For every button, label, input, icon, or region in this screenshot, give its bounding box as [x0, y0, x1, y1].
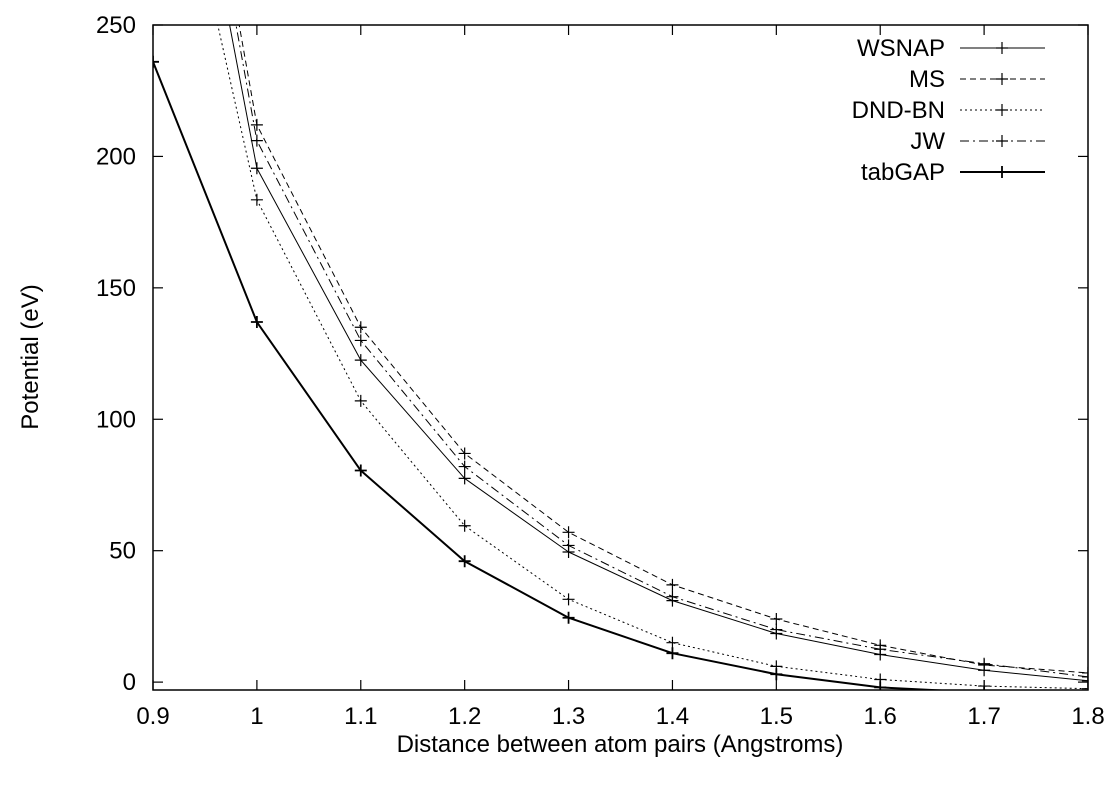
data-point-tabgap: [666, 647, 679, 660]
y-tick-label: 200: [96, 143, 136, 170]
series-line-wsnap: [229, 25, 1088, 682]
legend-item-wsnap: WSNAP: [857, 35, 1045, 62]
data-point-ms: [666, 578, 679, 591]
data-point-dnd-bn: [666, 636, 679, 649]
data-point-tabgap: [153, 55, 159, 68]
x-tick-label: 1.5: [760, 703, 793, 730]
legend-marker: [996, 166, 1008, 178]
data-point-jw: [562, 539, 575, 552]
x-tick-label: 1.8: [1071, 703, 1104, 730]
legend-item-jw: JW: [910, 128, 1045, 155]
x-tick-label: 1.4: [656, 703, 689, 730]
data-point-jw: [354, 334, 367, 347]
data-point-ms: [458, 447, 471, 460]
data-point-ms: [770, 613, 783, 626]
data-point-jw: [666, 590, 679, 603]
data-point-jw: [770, 623, 783, 636]
data-point-ms: [1082, 666, 1088, 679]
data-point-tabgap: [562, 611, 575, 624]
axis-ticks: 0.9 1 1.1 1.2 1.3 1.4 1.5 1.6 1.7 1.8 0 50 100 150 200…: [96, 12, 1105, 730]
x-tick-label: 1.2: [448, 703, 481, 730]
data-point-ms: [562, 526, 575, 539]
y-tick-label: 50: [109, 538, 136, 565]
data-point-tabgap: [354, 464, 367, 477]
data-point-dnd-bn: [1082, 682, 1088, 690]
legend-marker: [996, 135, 1008, 147]
x-tick-label: 0.9: [136, 703, 169, 730]
data-point-tabgap: [250, 316, 263, 329]
legend: WSNAP MS DND-BN JW tabGAP: [852, 35, 1045, 186]
series-line-tabgap: [153, 61, 952, 690]
y-tick-label: 150: [96, 275, 136, 302]
legend-marker: [996, 42, 1008, 54]
data-point-ms: [354, 321, 367, 334]
series-line-jw: [235, 25, 1088, 678]
series-line-ms: [238, 25, 1088, 674]
data-point-jw: [874, 643, 887, 656]
data-point-dnd-bn: [562, 593, 575, 606]
legend-label: MS: [909, 66, 945, 93]
data-point-dnd-bn: [354, 394, 367, 407]
x-tick-label: 1.7: [967, 703, 1000, 730]
data-point-tabgap: [1082, 691, 1094, 703]
data-point-jw: [978, 657, 991, 670]
legend-item-ms: MS: [909, 66, 1045, 93]
series-dnd-bn: [217, 25, 1088, 690]
series-ms: [238, 25, 1088, 679]
data-point-wsnap: [250, 162, 263, 175]
y-tick-label: 100: [96, 406, 136, 433]
data-point-dnd-bn: [250, 193, 263, 206]
series-wsnap: [229, 25, 1088, 687]
legend-label: JW: [910, 128, 945, 155]
x-tick-label: 1.1: [344, 703, 377, 730]
x-tick-label: 1.3: [552, 703, 585, 730]
x-tick-label: 1: [250, 703, 263, 730]
data-point-wsnap: [458, 472, 471, 485]
series-layer: [153, 25, 1094, 703]
data-point-jw: [458, 460, 471, 473]
y-tick-label: 0: [123, 669, 136, 696]
legend-marker: [996, 104, 1008, 116]
legend-label: tabGAP: [861, 159, 945, 186]
y-axis-title: Potential (eV): [17, 284, 44, 429]
data-point-ms: [250, 118, 263, 131]
legend-marker: [996, 73, 1008, 85]
x-tick-label: 1.6: [864, 703, 897, 730]
legend-label: WSNAP: [857, 35, 945, 62]
series-jw: [235, 25, 1088, 683]
legend-item-tabgap: tabGAP: [861, 159, 1045, 186]
data-point-tabgap: [458, 555, 471, 568]
y-tick-label: 250: [96, 12, 136, 39]
legend-label: DND-BN: [852, 97, 945, 124]
series-tabgap: [153, 55, 1094, 703]
legend-item-dnd-bn: DND-BN: [852, 97, 1045, 124]
series-line-dnd-bn: [217, 25, 1088, 690]
data-point-dnd-bn: [458, 519, 471, 532]
data-point-tabgap: [770, 668, 783, 681]
data-point-jw: [250, 134, 263, 147]
data-point-wsnap: [1082, 674, 1088, 687]
plot-frame: [152, 24, 1089, 691]
data-point-wsnap: [354, 354, 367, 367]
data-point-jw: [1082, 670, 1088, 683]
x-axis-title: Distance between atom pairs (Angstroms): [397, 731, 844, 758]
